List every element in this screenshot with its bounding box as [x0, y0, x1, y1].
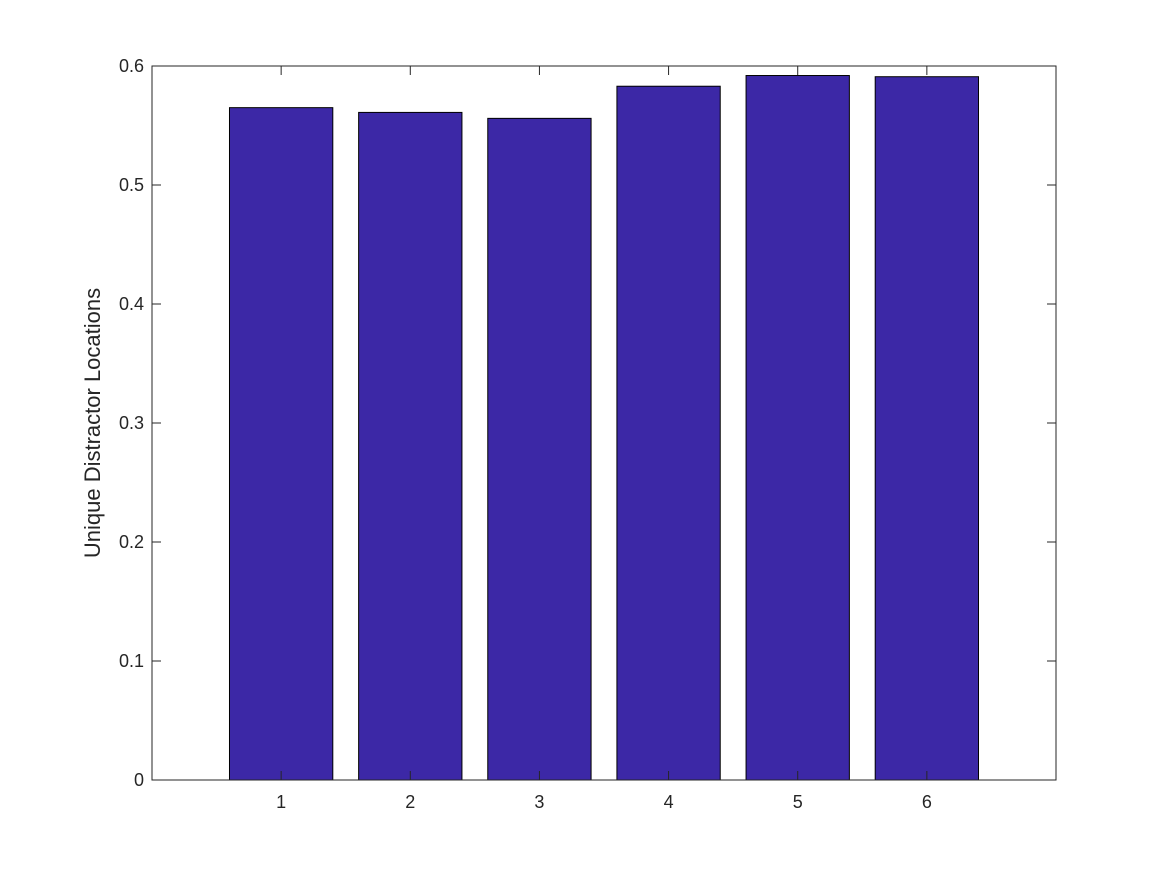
axes-box — [151, 65, 1057, 781]
bar-4 — [616, 85, 721, 781]
bars-layer — [228, 75, 980, 781]
y-tick-label: 0.3 — [119, 413, 144, 433]
x-tick-label: 4 — [664, 792, 674, 812]
y-tick-label: 0.6 — [119, 56, 144, 76]
x-tick-label: 5 — [793, 792, 803, 812]
labels-layer: 1 2 3 4 5 6 0 0.1 0.2 0.3 0.4 0.5 0.6 — [119, 56, 932, 812]
x-tick-label: 2 — [405, 792, 415, 812]
x-tick-label: 6 — [922, 792, 932, 812]
x-tick-label: 3 — [534, 792, 544, 812]
bar-6 — [874, 76, 980, 781]
y-tick-label: 0.1 — [119, 651, 144, 671]
bar-1 — [228, 107, 334, 781]
y-tick-label: 0.5 — [119, 175, 144, 195]
bar-2 — [358, 111, 463, 781]
bar-5 — [745, 75, 850, 781]
y-tick-label: 0 — [134, 770, 144, 790]
bar-3 — [487, 117, 592, 781]
y-axis-title: Unique Distractor Locations — [80, 288, 105, 558]
y-tick-label: 0.2 — [119, 532, 144, 552]
x-tick-label: 1 — [276, 792, 286, 812]
y-tick-label: 0.4 — [119, 294, 144, 314]
